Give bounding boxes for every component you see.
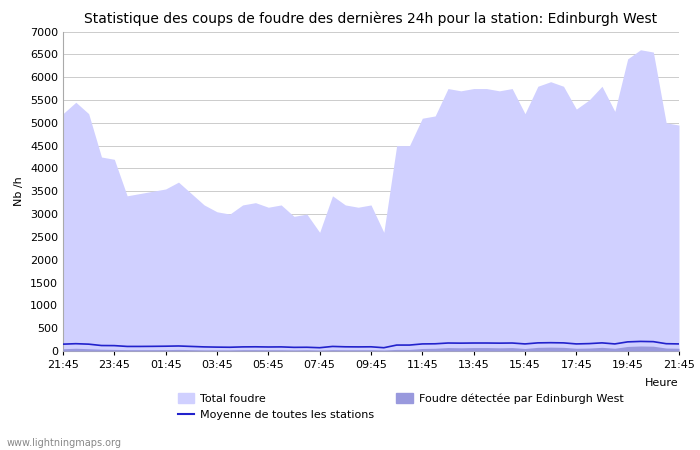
- Text: Heure: Heure: [645, 378, 679, 388]
- Title: Statistique des coups de foudre des dernières 24h pour la station: Edinburgh Wes: Statistique des coups de foudre des dern…: [85, 12, 657, 26]
- Y-axis label: Nb /h: Nb /h: [15, 176, 24, 206]
- Text: www.lightningmaps.org: www.lightningmaps.org: [7, 438, 122, 448]
- Legend: Total foudre, Moyenne de toutes les stations, Foudre détectée par Edinburgh West: Total foudre, Moyenne de toutes les stat…: [174, 388, 628, 424]
